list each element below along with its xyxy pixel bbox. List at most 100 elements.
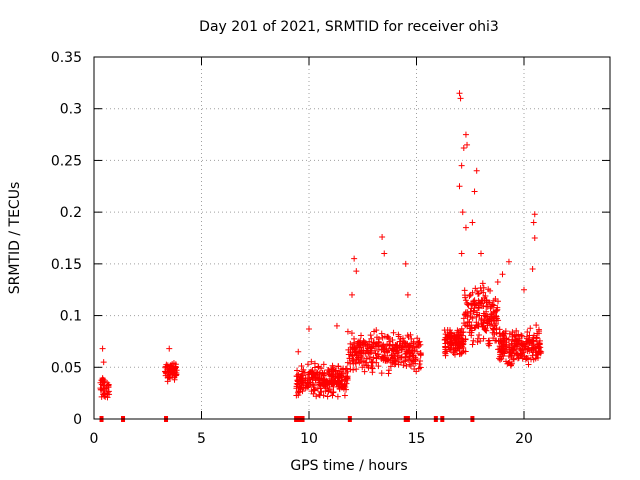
data-point [499, 271, 506, 278]
data-point [467, 300, 474, 307]
data-point [313, 369, 320, 376]
data-point [464, 141, 471, 148]
data-point [498, 338, 505, 345]
data-point [308, 368, 315, 375]
data-point [523, 333, 530, 340]
data-point [304, 375, 311, 382]
data-point [496, 343, 503, 350]
data-point [475, 290, 482, 297]
data-point [442, 352, 449, 359]
data-point [462, 131, 469, 138]
data-point [510, 355, 517, 362]
data-point [515, 340, 522, 347]
data-point [320, 373, 327, 380]
data-point [530, 356, 537, 363]
data-point [513, 351, 520, 358]
data-point [386, 342, 393, 349]
data-point [339, 384, 346, 391]
data-point [364, 342, 371, 349]
data-point [378, 370, 385, 377]
data-point [519, 347, 526, 354]
data-point [104, 389, 111, 396]
data-point [369, 369, 376, 376]
data-point [329, 362, 336, 369]
data-point [335, 363, 342, 370]
data-point [513, 336, 520, 343]
data-point [328, 377, 335, 384]
data-point [390, 329, 397, 336]
data-point [362, 350, 369, 357]
data-point [518, 332, 525, 339]
data-point [379, 233, 386, 240]
data-point [350, 366, 357, 373]
data-point [100, 391, 107, 398]
data-point [353, 268, 360, 275]
data-point [325, 367, 332, 374]
data-point [305, 383, 312, 390]
data-point [402, 354, 409, 361]
y-tick-label: 0.15 [51, 257, 82, 273]
data-point [298, 362, 305, 369]
data-point [471, 188, 478, 195]
data-point [468, 322, 475, 329]
x-tick-label: 20 [515, 431, 533, 447]
data-point [99, 345, 106, 352]
data-point [347, 349, 354, 356]
data-point [500, 335, 507, 342]
data-point [299, 388, 306, 395]
data-point [498, 348, 505, 355]
data-point [469, 341, 476, 348]
data-point [382, 354, 389, 361]
data-point [366, 354, 373, 361]
data-point [316, 391, 323, 398]
data-point [471, 307, 477, 314]
data-point [489, 325, 496, 332]
data-point [311, 364, 318, 371]
data-point [533, 335, 540, 342]
data-point [363, 355, 370, 362]
data-point [294, 377, 301, 384]
data-point [469, 219, 476, 226]
data-point [370, 340, 377, 347]
y-axis-label: SRMTID / TECUs [7, 182, 23, 295]
x-tick-label: 15 [408, 431, 426, 447]
data-point [506, 358, 513, 365]
data-point [338, 366, 345, 373]
data-point [502, 358, 509, 365]
data-point [472, 324, 479, 331]
data-point [315, 375, 322, 382]
y-tick-label: 0.2 [60, 205, 82, 221]
data-point [505, 258, 512, 265]
data-point [477, 337, 484, 344]
data-point [394, 347, 401, 354]
data-point [310, 386, 317, 393]
data-point [489, 315, 496, 322]
data-point [460, 145, 467, 152]
data-point [509, 350, 516, 357]
data-point [442, 331, 449, 338]
data-point [464, 312, 471, 319]
data-point [349, 358, 356, 365]
y-tick-label: 0 [73, 412, 82, 428]
data-point [529, 266, 536, 273]
data-point [300, 366, 307, 373]
data-point [513, 327, 520, 334]
y-tick-label: 0.3 [60, 102, 82, 118]
data-point [397, 335, 404, 342]
data-point [403, 362, 410, 369]
data-point [497, 356, 504, 363]
data-point [358, 332, 365, 339]
plot-frame [93, 56, 611, 420]
data-point [333, 322, 340, 329]
x-tick-label: 0 [90, 431, 99, 447]
data-point [483, 299, 490, 306]
data-point [336, 378, 343, 385]
data-point [470, 337, 477, 344]
data-point [363, 362, 370, 369]
data-point [460, 315, 467, 322]
data-point [295, 348, 302, 355]
data-point [330, 389, 337, 396]
data-point [491, 331, 498, 338]
data-point [104, 394, 111, 401]
